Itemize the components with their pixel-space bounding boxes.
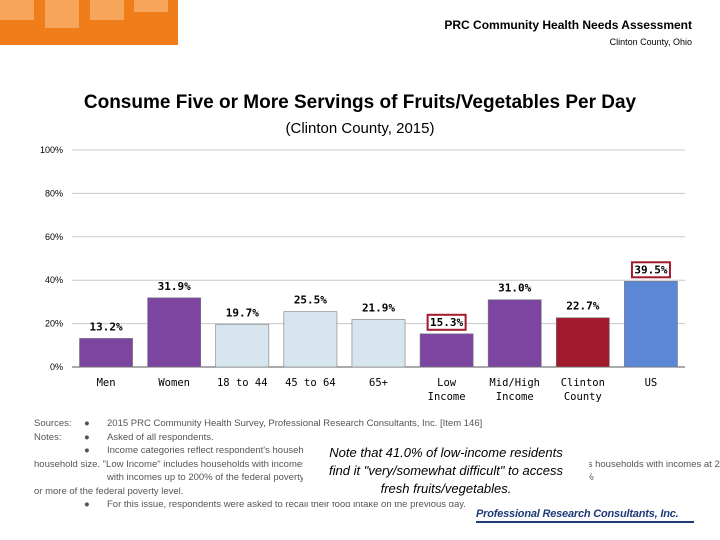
header-logo-block <box>0 0 178 45</box>
y-tick-label: 80% <box>45 188 63 198</box>
y-tick-label: 20% <box>45 319 63 329</box>
data-label: 21.9% <box>362 301 395 314</box>
footer-logo: Professional Research Consultants, Inc. <box>476 508 679 520</box>
bar <box>624 280 678 368</box>
logo-square-1 <box>0 0 34 20</box>
note-line-2: Asked of all respondents. <box>107 431 214 443</box>
x-tick-label: 45 to 64 <box>285 377 336 389</box>
chart-title: Consume Five or More Servings of Fruits/… <box>83 92 637 113</box>
y-tick-label: 100% <box>40 145 63 155</box>
x-tick-label: Low <box>437 377 457 389</box>
data-label: 22.7% <box>566 300 599 313</box>
bar <box>487 299 542 368</box>
y-tick-label: 60% <box>45 232 63 242</box>
data-label: 15.3% <box>430 316 463 329</box>
notes-label: Notes: <box>34 431 62 443</box>
header-title: PRC Community Health Needs Assessment <box>444 18 692 32</box>
bar <box>555 317 610 368</box>
data-label: 25.5% <box>294 294 327 307</box>
bar <box>351 319 406 368</box>
y-tick-label: 0% <box>50 362 63 372</box>
callout-line-1: Note that 41.0% of low-income residents <box>329 445 563 460</box>
note-line-5: or more of the federal poverty level. <box>34 485 184 497</box>
note-line-6: For this issue, respondents were asked t… <box>107 499 466 510</box>
x-tick-label: Income <box>428 391 466 403</box>
bar <box>215 323 270 368</box>
logo-square-3 <box>90 0 124 20</box>
bar-chart: 0% 20% 40% 60% 80% 100% 13.2% Men 31.9% Women 19.7… <box>40 145 685 403</box>
bar <box>79 338 133 368</box>
callout-note: Note that 41.0% of low-income residents … <box>303 440 589 502</box>
logo-square-4 <box>134 0 168 12</box>
data-label: 39.5% <box>634 263 667 276</box>
callout-line-3: fresh fruits/vegetables. <box>380 481 512 496</box>
header-subtitle: Clinton County, Ohio <box>609 37 692 47</box>
callout-line-2: find it "very/somewhat difficult" to acc… <box>329 463 563 478</box>
data-label: 31.9% <box>158 280 191 293</box>
bullet-icon: ● <box>84 431 90 443</box>
bar <box>147 297 202 368</box>
x-tick-label: 65+ <box>369 377 388 389</box>
bullet-icon: ● <box>84 418 90 429</box>
data-label: 13.2% <box>89 320 122 333</box>
data-label: 31.0% <box>498 282 531 295</box>
x-tick-label: Women <box>158 377 190 389</box>
bar <box>283 311 338 368</box>
x-tick-label: Income <box>496 391 534 403</box>
value-label-highlight <box>630 261 671 279</box>
bullet-icon: ● <box>84 445 90 456</box>
x-tick-label: Clinton <box>561 377 605 389</box>
footer-logo-underline <box>476 521 694 523</box>
y-tick-label: 40% <box>45 275 63 285</box>
x-tick-label: 18 to 44 <box>217 377 268 389</box>
data-label: 19.7% <box>226 306 259 319</box>
x-tick-label: County <box>564 391 602 403</box>
x-tick-label: Mid/High <box>489 377 540 389</box>
x-tick-label: Men <box>97 377 116 389</box>
x-tick-label: US <box>645 377 658 389</box>
note-line-1: 2015 PRC Community Health Survey, Profes… <box>107 418 483 429</box>
bullet-icon: ● <box>84 499 90 510</box>
logo-square-2 <box>45 0 79 28</box>
sources-label: Sources: <box>34 418 72 429</box>
value-label-highlight <box>426 313 467 331</box>
bar <box>419 333 474 368</box>
chart-subtitle: (Clinton County, 2015) <box>285 120 435 137</box>
